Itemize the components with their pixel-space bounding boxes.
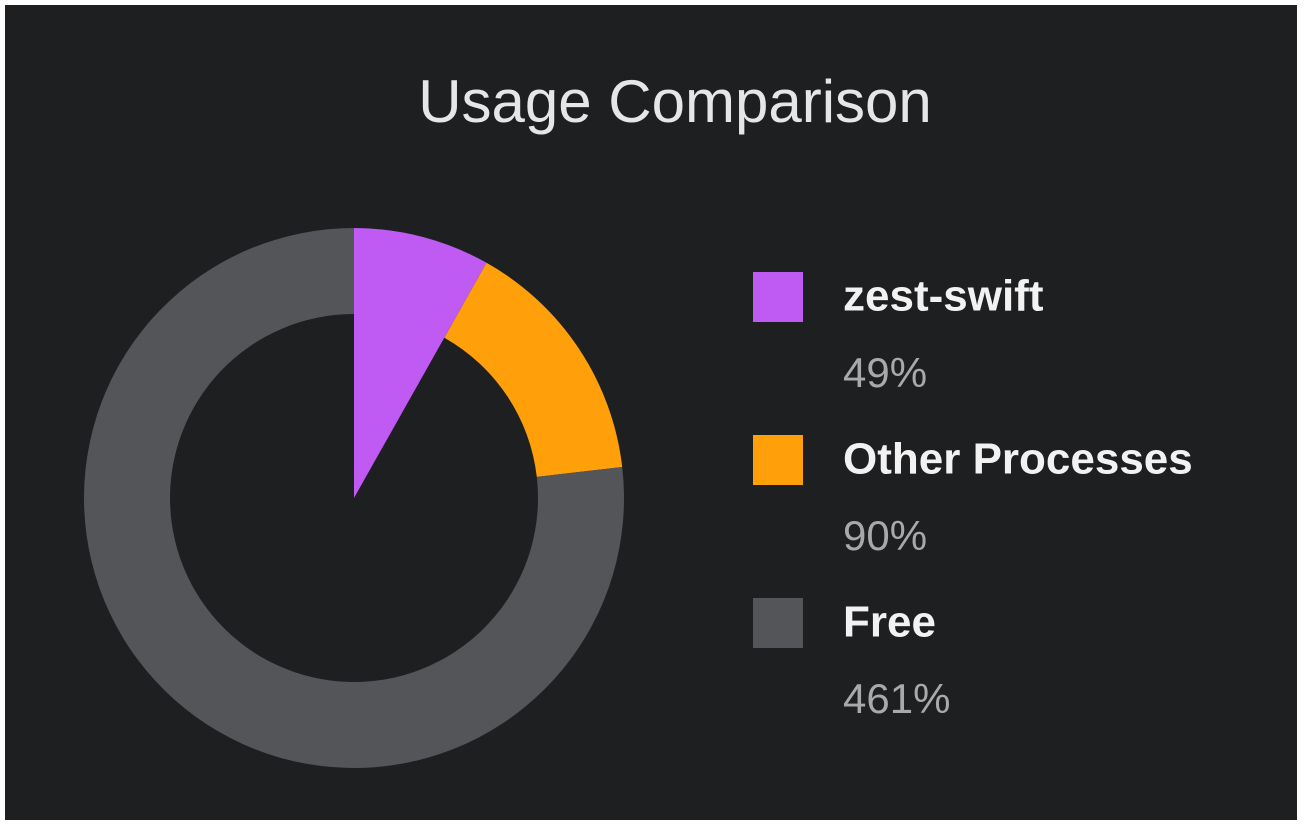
- legend-label: Free: [843, 598, 936, 647]
- legend-swatch: [753, 598, 803, 648]
- legend-value: 461%: [843, 675, 950, 722]
- slice: [444, 262, 623, 477]
- legend-swatch: [753, 272, 803, 322]
- slice: [83, 228, 624, 768]
- slice: [354, 228, 487, 498]
- legend-swatch: [753, 435, 803, 485]
- legend-value: 90%: [843, 512, 927, 559]
- legend-label: Other Processes: [843, 435, 1193, 484]
- legend-label: zest-swift: [843, 272, 1044, 321]
- chart-title: Usage Comparison: [418, 68, 932, 135]
- legend-value: 49%: [843, 349, 927, 396]
